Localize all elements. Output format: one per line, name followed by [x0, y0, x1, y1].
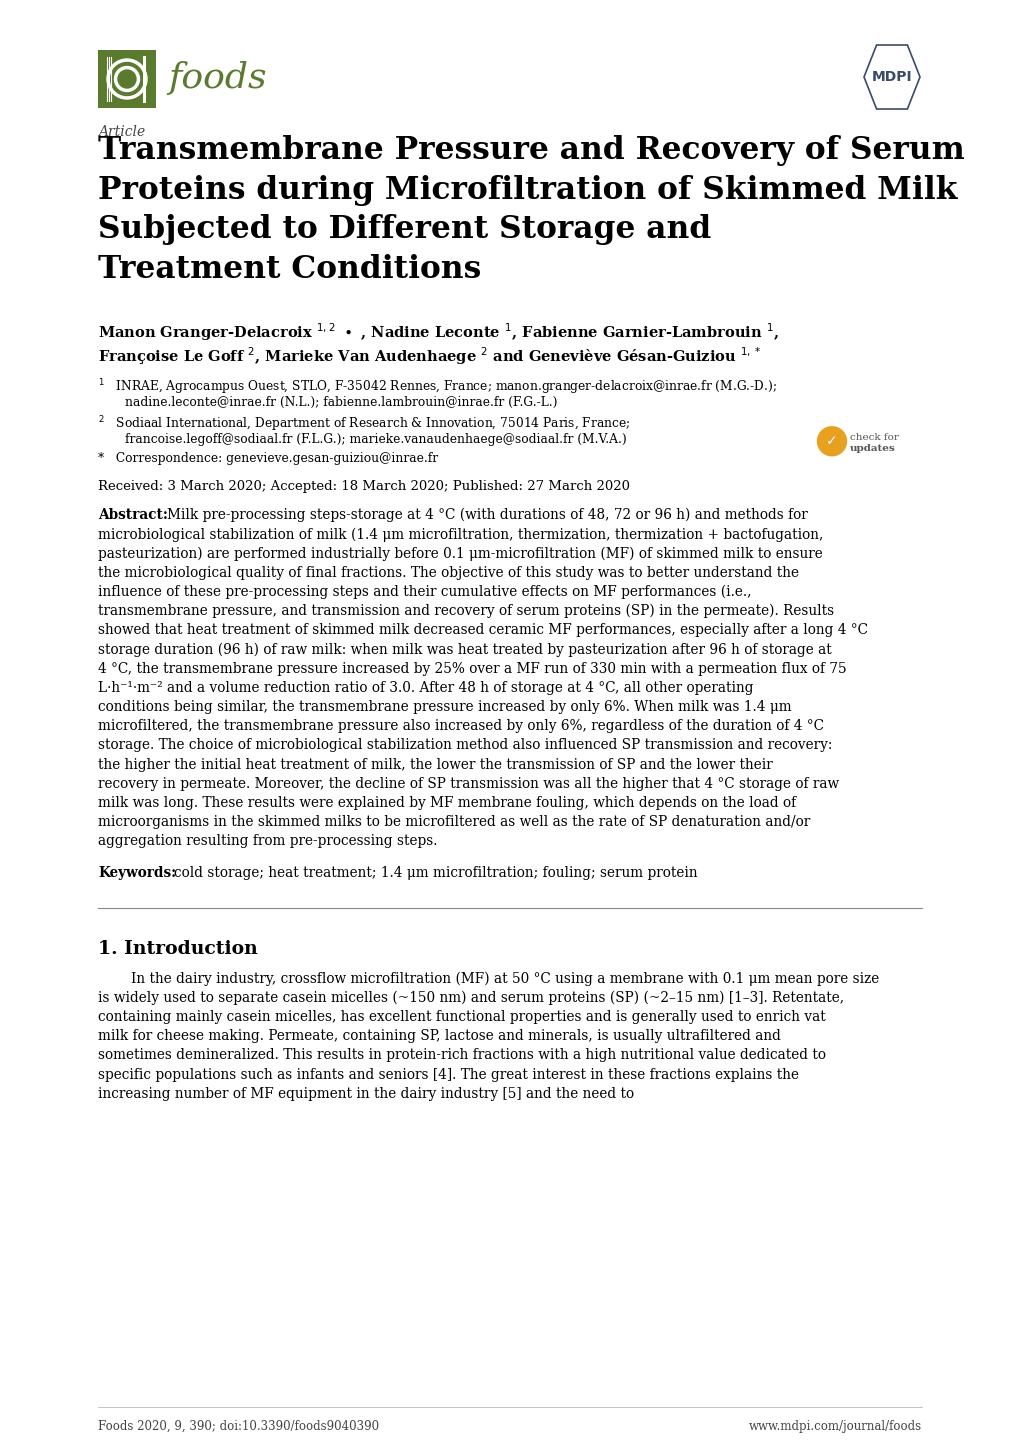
Text: Proteins during Microfiltration of Skimmed Milk: Proteins during Microfiltration of Skimm… [98, 174, 957, 206]
Text: foods: foods [168, 61, 266, 95]
Text: $^{1}$   INRAE, Agrocampus Ouest, STLO, F-35042 Rennes, France; manon.granger-de: $^{1}$ INRAE, Agrocampus Ouest, STLO, F-… [98, 378, 776, 397]
Text: Keywords:: Keywords: [98, 865, 176, 880]
Circle shape [114, 66, 140, 91]
Text: cold storage; heat treatment; 1.4 μm microfiltration; fouling; serum protein: cold storage; heat treatment; 1.4 μm mic… [173, 865, 696, 880]
Text: updates: updates [849, 444, 895, 453]
Text: milk was long. These results were explained by MF membrane fouling, which depend: milk was long. These results were explai… [98, 796, 796, 810]
Text: L·h⁻¹·m⁻² and a volume reduction ratio of 3.0. After 48 h of storage at 4 °C, al: L·h⁻¹·m⁻² and a volume reduction ratio o… [98, 681, 753, 695]
Text: Manon Granger-Delacroix $^{1,2}$ $\,\bullet\,$ , Nadine Leconte $^{1}$, Fabienne: Manon Granger-Delacroix $^{1,2}$ $\,\bul… [98, 322, 779, 343]
Text: recovery in permeate. Moreover, the decline of SP transmission was all the highe: recovery in permeate. Moreover, the decl… [98, 777, 839, 790]
Text: In the dairy industry, crossflow microfiltration (MF) at 50 °C using a membrane : In the dairy industry, crossflow microfi… [130, 972, 878, 986]
Text: the higher the initial heat treatment of milk, the lower the transmission of SP : the higher the initial heat treatment of… [98, 757, 772, 771]
Text: conditions being similar, the transmembrane pressure increased by only 6%. When : conditions being similar, the transmembr… [98, 699, 791, 714]
Text: storage duration (96 h) of raw milk: when milk was heat treated by pasteurizatio: storage duration (96 h) of raw milk: whe… [98, 642, 830, 656]
Text: *   Correspondence: genevieve.gesan-guiziou@inrae.fr: * Correspondence: genevieve.gesan-guizio… [98, 451, 438, 464]
Text: microorganisms in the skimmed milks to be microfiltered as well as the rate of S: microorganisms in the skimmed milks to b… [98, 815, 809, 829]
Text: microfiltered, the transmembrane pressure also increased by only 6%, regardless : microfiltered, the transmembrane pressur… [98, 720, 823, 733]
Text: transmembrane pressure, and transmission and recovery of serum proteins (SP) in : transmembrane pressure, and transmission… [98, 604, 834, 619]
Text: the microbiological quality of final fractions. The objective of this study was : the microbiological quality of final fra… [98, 565, 798, 580]
FancyBboxPatch shape [98, 50, 156, 108]
Text: showed that heat treatment of skimmed milk decreased ceramic MF performances, es: showed that heat treatment of skimmed mi… [98, 623, 867, 637]
Text: storage. The choice of microbiological stabilization method also influenced SP t: storage. The choice of microbiological s… [98, 738, 832, 753]
Text: microbiological stabilization of milk (1.4 μm microfiltration, thermization, the: microbiological stabilization of milk (1… [98, 528, 822, 542]
Text: Abstract:: Abstract: [98, 508, 168, 522]
Circle shape [118, 71, 136, 88]
Text: Foods 2020, 9, 390; doi:10.3390/foods9040390: Foods 2020, 9, 390; doi:10.3390/foods904… [98, 1420, 379, 1433]
Text: aggregation resulting from pre-processing steps.: aggregation resulting from pre-processin… [98, 835, 437, 848]
Text: 4 °C, the transmembrane pressure increased by 25% over a MF run of 330 min with : 4 °C, the transmembrane pressure increas… [98, 662, 846, 676]
Text: Transmembrane Pressure and Recovery of Serum: Transmembrane Pressure and Recovery of S… [98, 136, 964, 166]
Circle shape [816, 427, 846, 456]
Text: Françoise Le Goff $^{2}$, Marieke Van Audenhaege $^{2}$ and Geneviève Gésan-Guiz: Françoise Le Goff $^{2}$, Marieke Van Au… [98, 346, 760, 368]
Text: Article: Article [98, 125, 145, 138]
Text: sometimes demineralized. This results in protein-rich fractions with a high nutr: sometimes demineralized. This results in… [98, 1048, 825, 1063]
Text: increasing number of MF equipment in the dairy industry [5] and the need to: increasing number of MF equipment in the… [98, 1087, 634, 1100]
Text: ✓: ✓ [825, 434, 837, 448]
Text: 1. Introduction: 1. Introduction [98, 940, 258, 957]
Text: milk for cheese making. Permeate, containing SP, lactose and minerals, is usuall: milk for cheese making. Permeate, contai… [98, 1030, 781, 1043]
Text: Treatment Conditions: Treatment Conditions [98, 254, 481, 284]
Text: Subjected to Different Storage and: Subjected to Different Storage and [98, 213, 710, 245]
Text: check for: check for [849, 433, 898, 443]
Text: influence of these pre-processing steps and their cumulative effects on MF perfo: influence of these pre-processing steps … [98, 585, 751, 600]
Circle shape [107, 59, 147, 99]
Text: $^{2}$   Sodiaal International, Department of Research & Innovation, 75014 Paris: $^{2}$ Sodiaal International, Department… [98, 414, 630, 434]
Text: www.mdpi.com/journal/foods: www.mdpi.com/journal/foods [748, 1420, 921, 1433]
Text: nadine.leconte@inrae.fr (N.L.); fabienne.lambrouin@inrae.fr (F.G.-L.): nadine.leconte@inrae.fr (N.L.); fabienne… [125, 397, 557, 410]
Text: francoise.legoff@sodiaal.fr (F.L.G.); marieke.vanaudenhaege@sodiaal.fr (M.V.A.): francoise.legoff@sodiaal.fr (F.L.G.); ma… [125, 433, 626, 446]
Text: MDPI: MDPI [871, 71, 911, 84]
Text: containing mainly casein micelles, has excellent functional properties and is ge: containing mainly casein micelles, has e… [98, 1009, 825, 1024]
Text: specific populations such as infants and seniors [4]. The great interest in thes: specific populations such as infants and… [98, 1067, 798, 1082]
Text: Received: 3 March 2020; Accepted: 18 March 2020; Published: 27 March 2020: Received: 3 March 2020; Accepted: 18 Mar… [98, 480, 630, 493]
Text: Milk pre-processing steps-storage at 4 °C (with durations of 48, 72 or 96 h) and: Milk pre-processing steps-storage at 4 °… [167, 508, 807, 522]
Circle shape [110, 62, 144, 95]
Text: is widely used to separate casein micelles (~150 nm) and serum proteins (SP) (~2: is widely used to separate casein micell… [98, 991, 844, 1005]
Text: pasteurization) are performed industrially before 0.1 μm-microfiltration (MF) of: pasteurization) are performed industrial… [98, 547, 822, 561]
